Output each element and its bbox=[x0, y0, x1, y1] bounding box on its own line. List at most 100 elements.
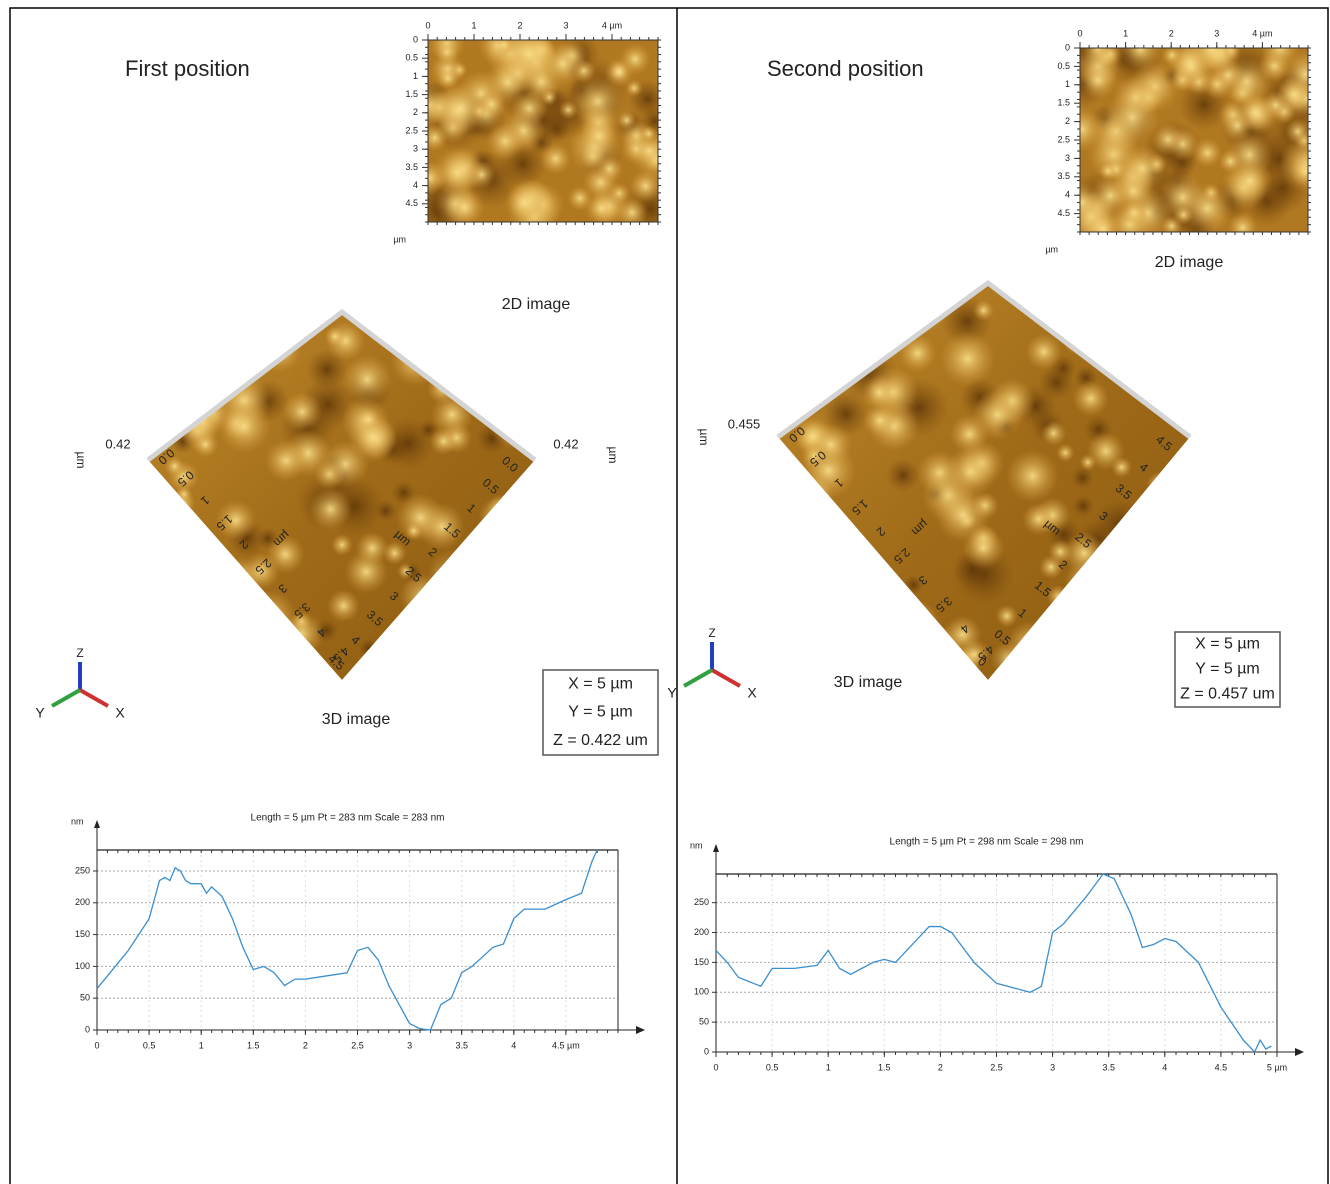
axis-icon bbox=[683, 668, 713, 688]
arrow bbox=[636, 1026, 645, 1034]
y-tick-label: 2.5 bbox=[405, 125, 418, 135]
y-tick-label: 3 bbox=[413, 144, 418, 154]
texture bbox=[1005, 449, 1059, 503]
z-label: 0.42 bbox=[105, 436, 130, 451]
texture bbox=[422, 317, 460, 356]
x-tick-label: 2 bbox=[517, 20, 522, 30]
texture bbox=[205, 326, 228, 350]
texture bbox=[399, 573, 445, 619]
texture bbox=[1000, 666, 1025, 680]
scale-text: Z = 0.457 um bbox=[1180, 686, 1275, 703]
y-tick-label: 100 bbox=[75, 961, 90, 971]
scale-text: X = 5 µm bbox=[1195, 636, 1260, 653]
texture bbox=[1070, 322, 1109, 362]
x-tick-label: 4.5 bbox=[1215, 1062, 1228, 1072]
texture bbox=[184, 312, 242, 342]
y-tick-label: 0.5 bbox=[1057, 61, 1070, 71]
texture bbox=[172, 567, 200, 595]
texture bbox=[1116, 611, 1151, 647]
y-tick-label: 1 bbox=[1065, 79, 1070, 89]
texture bbox=[148, 366, 170, 408]
texture bbox=[1163, 565, 1186, 588]
texture bbox=[1086, 431, 1125, 471]
texture bbox=[164, 455, 185, 477]
texture bbox=[473, 540, 524, 592]
texture bbox=[1185, 48, 1240, 76]
texture bbox=[225, 339, 261, 375]
texture bbox=[1146, 471, 1171, 497]
texture bbox=[1173, 204, 1194, 225]
texture bbox=[1070, 466, 1095, 490]
axis-icon-label: X bbox=[115, 705, 125, 721]
y-tick-label: 100 bbox=[694, 987, 709, 997]
caption: 2D image bbox=[1155, 254, 1224, 271]
texture bbox=[1102, 287, 1123, 309]
texture bbox=[1076, 653, 1128, 680]
axis-icon-label: Y bbox=[667, 685, 677, 701]
x-tick-label: 0 bbox=[425, 20, 430, 30]
texture bbox=[176, 312, 223, 340]
x-tick-label: 4 bbox=[1162, 1062, 1167, 1072]
texture bbox=[1072, 495, 1095, 518]
texture bbox=[224, 313, 261, 349]
texture bbox=[186, 348, 221, 384]
texture bbox=[1133, 562, 1171, 601]
profile-line bbox=[715, 873, 1272, 1054]
x-tick-label: 1 bbox=[826, 1062, 831, 1072]
surface-edge bbox=[146, 308, 537, 462]
texture bbox=[886, 458, 920, 492]
texture bbox=[1227, 158, 1273, 204]
texture bbox=[491, 335, 516, 360]
texture bbox=[892, 283, 948, 335]
texture bbox=[415, 596, 462, 643]
texture bbox=[510, 628, 535, 654]
texture bbox=[378, 636, 437, 680]
texture bbox=[413, 664, 430, 680]
texture bbox=[485, 121, 525, 161]
y-tick-label: 200 bbox=[694, 927, 709, 937]
arrow bbox=[94, 820, 100, 828]
texture bbox=[1119, 301, 1152, 333]
axis-icon-label: Z bbox=[708, 626, 715, 640]
scale-text: X = 5 µm bbox=[568, 675, 633, 692]
texture bbox=[798, 644, 856, 680]
scale-box bbox=[542, 669, 659, 756]
scale-text: Z = 0.422 um bbox=[553, 732, 648, 749]
texture bbox=[519, 400, 535, 419]
texture bbox=[634, 136, 658, 166]
y-tick-label: 2 bbox=[413, 107, 418, 117]
texture bbox=[1119, 341, 1170, 392]
texture bbox=[825, 550, 867, 592]
axis-unit: µm bbox=[393, 234, 406, 244]
texture bbox=[1080, 61, 1118, 100]
texture bbox=[629, 169, 658, 203]
axis-icon-label: Z bbox=[76, 646, 83, 660]
y-axis-label: nm bbox=[71, 816, 84, 826]
texture bbox=[1167, 283, 1186, 301]
x-tick-label: 4 µm bbox=[602, 20, 622, 30]
texture bbox=[324, 325, 346, 347]
chart-title: Length = 5 µm Pt = 298 nm Scale = 298 nm bbox=[890, 837, 1084, 848]
texture bbox=[475, 380, 498, 403]
texture bbox=[1080, 181, 1102, 223]
texture bbox=[1166, 321, 1190, 351]
texture bbox=[625, 79, 643, 97]
texture bbox=[178, 591, 222, 634]
texture bbox=[1163, 286, 1190, 338]
texture bbox=[778, 634, 793, 658]
x-tick-label: 2.5 bbox=[351, 1040, 364, 1050]
texture bbox=[264, 439, 308, 482]
texture bbox=[308, 487, 352, 531]
texture bbox=[427, 549, 479, 600]
texture bbox=[502, 518, 529, 545]
texture bbox=[148, 365, 169, 394]
y-tick-label: 1.5 bbox=[1057, 98, 1070, 108]
texture bbox=[995, 604, 1019, 628]
texture bbox=[447, 350, 468, 372]
texture bbox=[432, 147, 483, 198]
texture bbox=[558, 100, 579, 120]
texture bbox=[1072, 380, 1109, 417]
texture bbox=[421, 583, 466, 627]
texture bbox=[1227, 212, 1258, 232]
